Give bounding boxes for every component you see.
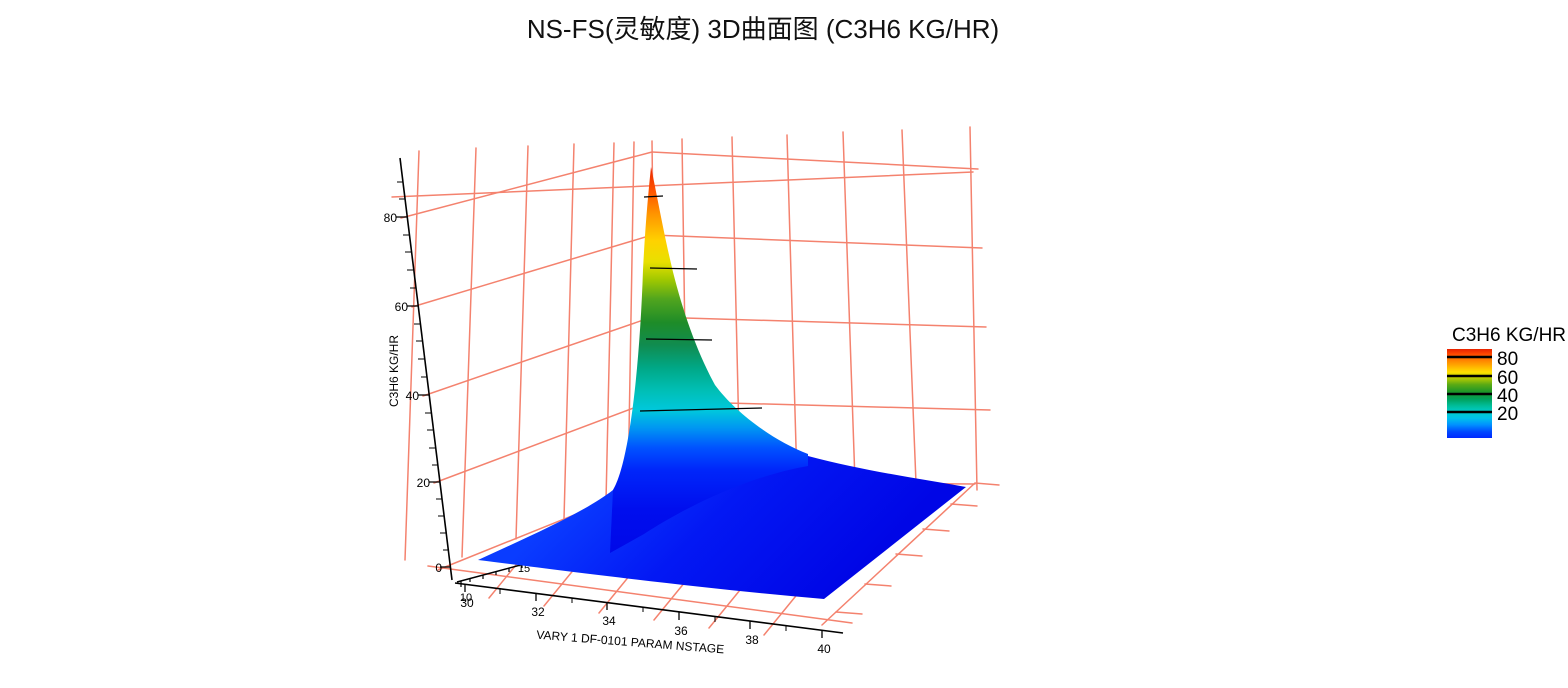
left-wall-z-gridlines [400,151,653,484]
z-tick-label-40: 40 [406,389,420,403]
floor-right-edge [821,482,1000,626]
colorbar-label-40: 40 [1497,386,1518,407]
surface-sheet [478,420,966,599]
colorbar-label-80: 80 [1497,349,1518,370]
z-tick-label-60: 60 [395,300,409,314]
contour-20 [639,407,763,412]
x-tick-label-32: 32 [531,605,545,619]
contour-80 [643,195,664,198]
colorbar-label-20: 20 [1497,404,1518,425]
x-axis-minor-ticks [499,589,787,631]
z-tick-label-20: 20 [417,476,431,490]
left-wall-vertical-gridlines [404,141,635,561]
colorbar-label-60: 60 [1497,368,1518,389]
floor-front-gridline-stubs [488,548,805,636]
wall-right-edge [969,126,978,491]
x-tick-label-40: 40 [817,642,831,656]
contour-40 [645,338,713,341]
right-wall-vertical-gridlines [681,129,917,484]
x-tick-label-38: 38 [745,633,759,647]
colorbar-legend: C3H6 KG/HR 80 60 40 20 [1447,325,1566,438]
x-tick-label-34: 34 [602,614,616,628]
z-axis: 80 60 40 20 0 C3H6 KG/HR [384,157,453,581]
z-tick-label-80: 80 [384,211,398,225]
chart-title: NS-FS(灵敏度) 3D曲面图 (C3H6 KG/HR) [527,14,999,44]
colorbar-tick-lines [1447,355,1492,414]
x-axis-title: VARY 1 DF-0101 PARAM NSTAGE [536,628,725,657]
contour-60 [649,267,698,270]
colorbar-title: C3H6 KG/HR [1452,325,1566,346]
floor-right-gridline-stubs [835,503,978,615]
z-axis-title: C3H6 KG/HR [387,335,401,407]
x-tick-label-30: 30 [460,596,474,610]
y-tick-label-10: 10 [460,592,472,604]
surface-contour-lines [639,195,763,412]
right-wall-z-gridlines [651,151,991,411]
z-axis-minor-ticks [397,181,449,551]
x-axis-major-ticks [464,584,823,638]
surface-spike [610,167,808,553]
z-axis-major-ticks [396,216,451,568]
x-tick-label-36: 36 [674,624,688,638]
z-tick-label-0: 0 [435,561,442,575]
